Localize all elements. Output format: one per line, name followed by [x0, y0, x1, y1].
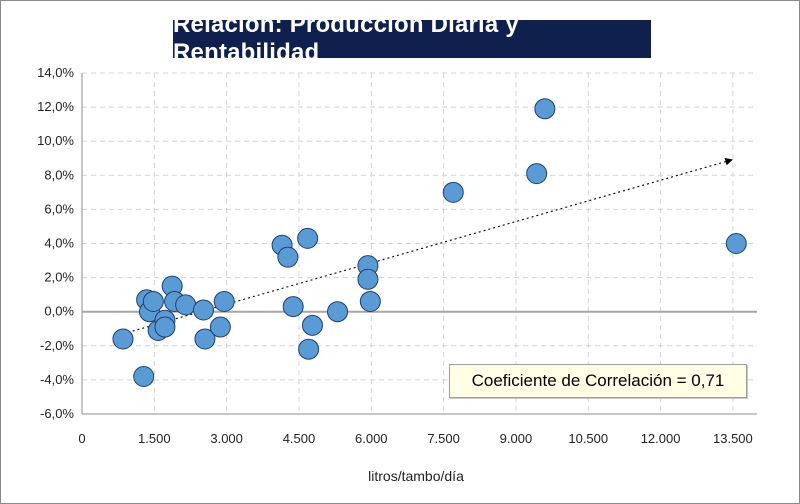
data-point — [133, 365, 155, 387]
y-tick-label: 14,0% — [37, 65, 74, 80]
trend-layer — [122, 157, 733, 335]
data-point — [442, 181, 464, 203]
data-point — [534, 98, 556, 120]
data-point — [297, 227, 319, 249]
grid-layer — [82, 72, 757, 415]
data-point — [112, 328, 134, 350]
data-point — [142, 290, 164, 312]
x-tick-label: 3.000 — [210, 431, 243, 446]
x-tick-label: 4.500 — [283, 431, 316, 446]
y-tick-label: 2,0% — [44, 270, 74, 285]
x-tick-label: 6.000 — [355, 431, 388, 446]
data-point — [175, 294, 197, 316]
x-tick-label: 7.500 — [427, 431, 460, 446]
y-tick-label: 6,0% — [44, 201, 74, 216]
x-tick-label: 0 — [78, 431, 85, 446]
data-point — [277, 246, 299, 268]
correlation-annotation: Coeficiente de Correlación = 0,71 — [449, 364, 747, 398]
y-tick-label: 12,0% — [37, 99, 74, 114]
y-tick-label: 8,0% — [44, 167, 74, 182]
data-point — [526, 163, 548, 185]
x-tick-label: 9.000 — [500, 431, 533, 446]
data-point — [357, 268, 379, 290]
x-tick-label: 10.500 — [568, 431, 608, 446]
data-point — [725, 233, 747, 254]
axis-layer: -6,0% -4,0% -2,0% 0,0% 2,0% 4,0% 6,0% 8,0% 10,0%… — [37, 65, 757, 446]
data-point — [209, 316, 231, 338]
y-tick-label: 4,0% — [44, 236, 74, 251]
x-axis-label: litros/tambo/día — [368, 468, 464, 484]
y-tick-label: -6,0% — [40, 406, 74, 421]
x-tick-label: 12.000 — [641, 431, 681, 446]
data-point — [193, 299, 214, 321]
data-point — [213, 290, 235, 312]
y-tick-label: 10,0% — [37, 133, 74, 148]
data-point — [298, 338, 320, 360]
x-tick-label: 13.500 — [713, 431, 753, 446]
point-layer — [112, 98, 747, 387]
data-point — [194, 328, 216, 350]
data-point — [282, 296, 304, 318]
y-tick-label: -4,0% — [40, 372, 74, 387]
data-point — [327, 301, 349, 323]
data-point — [301, 314, 323, 336]
x-tick-label: 1.500 — [138, 431, 171, 446]
trendline — [122, 157, 733, 335]
y-tick-label: 0,0% — [44, 304, 74, 319]
y-tick-label: -2,0% — [40, 338, 74, 353]
data-point — [359, 290, 381, 312]
data-point — [154, 316, 176, 338]
